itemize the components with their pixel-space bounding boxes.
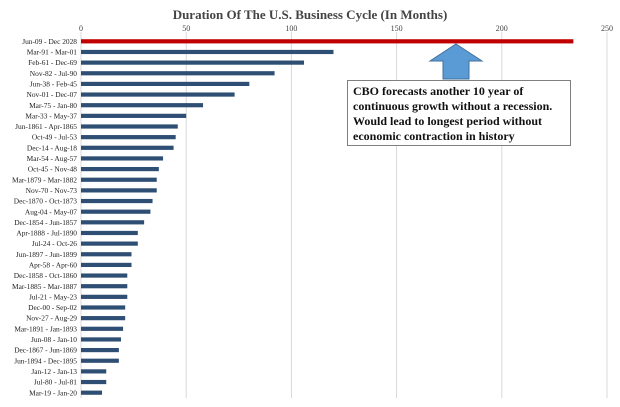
category-label-30: Jun-1894 - Dec-1895 (14, 356, 77, 365)
x-tick-label-4: 200 (496, 24, 508, 33)
category-label-23: Mar-1885 - Mar-1887 (12, 282, 77, 291)
category-label-3: Nov-82 - Jul-90 (30, 69, 78, 78)
bar-29 (81, 347, 119, 353)
bar-24 (81, 294, 128, 299)
category-label-5: Nov-01 - Dec-07 (27, 90, 78, 99)
category-label-12: Oct-45 - Nov-48 (28, 165, 78, 174)
bar-14 (81, 188, 157, 193)
category-label-2: Feb-61 - Dec-69 (28, 58, 77, 67)
bar-12 (81, 166, 159, 172)
category-label-19: Jul-24 - Oct-26 (32, 239, 77, 248)
category-label-7: Mar-33 - May-37 (25, 111, 77, 120)
category-label-28: Jun-08 - Jan-10 (31, 335, 77, 344)
bar-1 (81, 49, 334, 55)
bar-17 (81, 220, 145, 225)
category-label-26: Nov-27 - Aug-29 (26, 314, 77, 323)
bar-2 (81, 60, 305, 65)
category-label-21: Apr-58 - Apr-60 (29, 261, 77, 270)
up-arrow-icon (428, 43, 484, 80)
bar-21 (81, 262, 132, 268)
chart-title: Duration Of The U.S. Business Cycle (In … (172, 7, 448, 22)
category-label-27: Mar-1891 - Jan-1893 (14, 324, 77, 333)
bar-18 (81, 230, 138, 236)
category-label-6: Mar-75 - Jan-80 (29, 101, 77, 110)
bar-5 (81, 92, 235, 97)
bar-10 (81, 145, 174, 150)
x-tick-label-3: 150 (391, 24, 403, 33)
annotation-line-3: Would lead to longest period without (353, 114, 543, 128)
bar-20 (81, 252, 132, 257)
bar-19 (81, 241, 138, 246)
annotation-line-4: economic contraction in history (353, 129, 515, 143)
category-label-11: Mar-54 - Aug-57 (27, 154, 78, 163)
category-label-10: Dec-14 - Aug-18 (27, 143, 77, 152)
bar-4 (81, 81, 250, 87)
bar-32 (81, 379, 107, 385)
category-label-18: Apr-1888 - Jul-1890 (16, 229, 77, 238)
bar-0 (81, 39, 574, 44)
bar-33 (81, 390, 103, 395)
annotation-box: CBO forecasts another 10 year of continu… (347, 80, 571, 146)
category-label-14: Nov-70 - Nov-73 (26, 186, 78, 195)
category-label-31: Jan-12 - Jan-13 (31, 367, 77, 376)
category-label-15: Dec-1870 - Oct-1873 (14, 197, 78, 206)
category-label-13: Mar-1879 - Mar-1882 (12, 175, 77, 184)
category-label-17: Dec-1854 - Jun-1857 (14, 218, 77, 227)
bar-11 (81, 156, 164, 161)
category-label-16: Aug-04 - May-07 (25, 207, 77, 216)
category-label-8: Jun-1861 - Apr-1865 (15, 122, 77, 131)
bar-8 (81, 124, 178, 129)
category-label-9: Oct-49 - Jul-53 (32, 133, 77, 142)
bar-7 (81, 113, 187, 118)
category-label-32: Jul-80 - Jul-81 (34, 378, 77, 387)
bar-13 (81, 177, 157, 182)
category-label-29: Dec-1867 - Jun-1869 (14, 346, 77, 355)
bar-9 (81, 135, 176, 140)
category-label-22: Dec-1858 - Oct-1860 (14, 271, 78, 280)
bar-30 (81, 358, 119, 363)
x-tick-label-2: 100 (285, 24, 297, 33)
bar-3 (81, 71, 275, 76)
bar-15 (81, 198, 153, 204)
annotation-line-1: CBO forecasts another 10 year of (353, 84, 524, 98)
category-label-33: Mar-19 - Jan-20 (29, 388, 77, 397)
x-tick-label-5: 250 (601, 24, 613, 33)
category-label-20: Jun-1897 - Jun-1899 (16, 250, 77, 259)
category-label-1: Mar-91 - Mar-01 (27, 48, 77, 57)
category-label-0: Jun-09 - Dec 2028 (22, 37, 77, 46)
annotation-line-2: continuous growth without a recession. (353, 99, 553, 113)
bar-22 (81, 273, 128, 278)
bar-6 (81, 103, 204, 108)
bar-28 (81, 337, 121, 342)
x-tick-label-0: 0 (79, 24, 83, 33)
category-label-25: Dec-00 - Sep-02 (28, 303, 77, 312)
bar-23 (81, 284, 128, 289)
category-label-24: Jul-21 - May-23 (29, 292, 77, 301)
bar-26 (81, 316, 126, 321)
bar-16 (81, 209, 151, 214)
bar-25 (81, 305, 126, 310)
x-tick-label-1: 50 (182, 24, 190, 33)
bar-27 (81, 326, 124, 331)
category-label-4: Jun-38 - Feb-45 (30, 80, 78, 89)
bar-31 (81, 369, 107, 374)
